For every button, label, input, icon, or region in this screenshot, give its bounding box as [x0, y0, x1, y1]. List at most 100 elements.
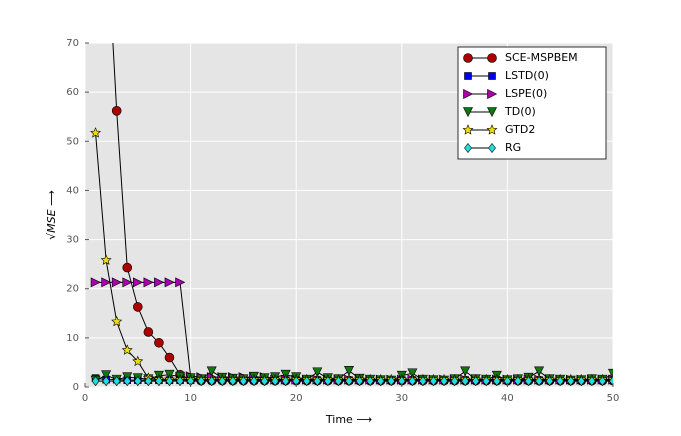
marker [487, 53, 497, 63]
y-tick-label: 10 [66, 333, 79, 344]
marker [524, 376, 533, 387]
y-axis-label: √MSE ⟶ [45, 190, 58, 240]
marker [207, 376, 216, 387]
marker [154, 277, 165, 288]
x-tick-label: 50 [607, 393, 620, 404]
marker [271, 376, 279, 387]
marker [514, 376, 522, 387]
marker [535, 376, 543, 387]
legend-label: LSTD(0) [505, 69, 549, 82]
marker [387, 376, 396, 387]
axes: 0 10 20 30 40 50 0 10 20 30 40 50 60 70 [66, 38, 619, 404]
x-axis-label: Time ⟶ [325, 413, 372, 426]
marker [90, 127, 102, 138]
marker [577, 376, 586, 387]
marker [302, 376, 311, 387]
marker [144, 376, 153, 387]
marker [133, 277, 143, 288]
grid [84, 42, 614, 388]
y-tick-label: 60 [66, 87, 79, 98]
marker [408, 376, 417, 387]
legend-label: TD(0) [504, 105, 536, 118]
marker [101, 370, 112, 381]
marker [111, 315, 123, 327]
marker [492, 376, 501, 387]
marker [260, 376, 269, 387]
legend-label: RG [505, 141, 521, 154]
marker [460, 366, 471, 377]
y-tick-label: 50 [66, 136, 79, 147]
marker [250, 376, 258, 387]
y-tick-label: 0 [73, 382, 79, 393]
legend: SCE-MSPBEM LSTD(0) LSPE(0) TD(0) GTD2 RG [457, 46, 607, 160]
marker [313, 376, 322, 387]
y-tick-label: 30 [66, 235, 79, 246]
y-tick-label: 70 [66, 38, 79, 49]
marker [419, 376, 427, 387]
marker [344, 365, 354, 376]
marker [598, 376, 607, 387]
marker [165, 376, 174, 387]
marker [123, 376, 132, 387]
marker [587, 376, 596, 387]
marker [121, 344, 133, 355]
legend-label: SCE-MSPBEM [505, 51, 578, 64]
y-tick-label: 40 [66, 185, 79, 196]
marker [239, 376, 248, 387]
x-tick-label: 10 [184, 393, 197, 404]
marker [228, 376, 237, 387]
marker [122, 262, 133, 273]
marker [101, 277, 112, 288]
marker [111, 277, 122, 288]
marker [154, 337, 164, 348]
marker [100, 254, 112, 265]
marker [487, 107, 497, 118]
marker [355, 376, 364, 387]
marker [218, 376, 227, 387]
marker [112, 376, 121, 387]
marker [91, 376, 100, 387]
marker [429, 376, 438, 387]
marker [132, 355, 144, 367]
marker [464, 72, 472, 80]
legend-label: GTD2 [505, 123, 535, 136]
marker [461, 376, 470, 387]
marker [323, 376, 332, 387]
marker [102, 376, 111, 387]
marker [176, 376, 184, 387]
marker [164, 352, 175, 363]
x-tick-label: 20 [290, 393, 303, 404]
marker [164, 277, 175, 288]
marker [464, 143, 472, 153]
marker [155, 376, 163, 387]
marker [487, 89, 498, 99]
marker [122, 277, 133, 288]
legend-box [457, 46, 607, 160]
marker [556, 376, 565, 387]
marker [312, 367, 323, 378]
marker [488, 72, 496, 80]
marker [407, 368, 418, 379]
marker [366, 376, 375, 387]
marker [197, 376, 206, 387]
y-tick-label: 20 [66, 284, 79, 295]
legend-label: LSPE(0) [505, 87, 547, 100]
marker [462, 124, 474, 135]
marker [133, 302, 143, 312]
marker [545, 376, 554, 387]
marker [345, 376, 353, 387]
marker [111, 106, 122, 116]
marker [133, 376, 142, 387]
marker [450, 376, 459, 387]
marker [486, 124, 498, 135]
marker [175, 277, 186, 288]
marker [566, 376, 575, 387]
marker [334, 376, 343, 387]
marker [534, 366, 545, 377]
marker [463, 107, 473, 118]
marker [463, 53, 473, 63]
marker [440, 376, 448, 387]
x-tick-label: 0 [82, 393, 88, 404]
x-tick-label: 40 [501, 393, 514, 404]
